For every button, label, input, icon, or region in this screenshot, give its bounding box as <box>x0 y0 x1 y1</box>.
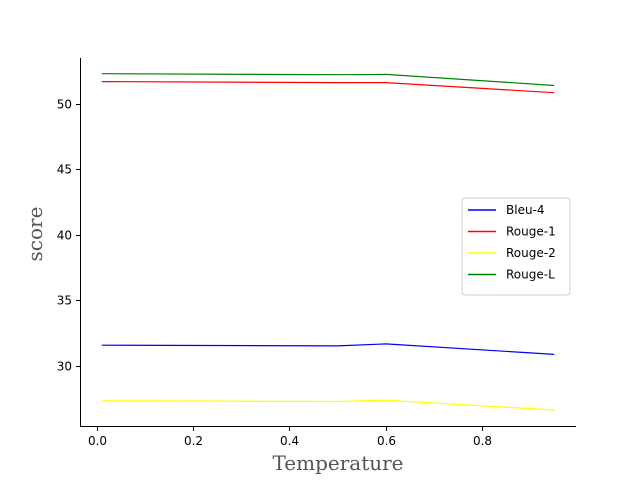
y-ticks: 30 35 40 45 50 <box>57 98 80 374</box>
y-tick-label: 30 <box>57 360 72 374</box>
legend-label-bleu-4: Bleu-4 <box>506 203 545 217</box>
x-tick-label: 0.4 <box>280 434 299 448</box>
legend: Bleu-4 Rouge-1 Rouge-2 Rouge-L <box>461 197 571 296</box>
axes <box>80 58 576 427</box>
x-axis-title: Temperature <box>272 451 403 475</box>
x-tick-label: 0.8 <box>473 434 492 448</box>
x-ticks: 0.0 0.2 0.4 0.6 0.8 <box>88 427 492 448</box>
y-tick-label: 45 <box>57 163 72 177</box>
legend-label-rouge-2: Rouge-2 <box>506 246 556 260</box>
y-tick-label: 35 <box>57 294 72 308</box>
y-tick-label: 40 <box>57 229 72 243</box>
legend-label-rouge-1: Rouge-1 <box>506 225 556 239</box>
series-line-rouge-l <box>101 73 555 87</box>
series-lines <box>101 73 555 411</box>
series-line-bleu-4 <box>101 343 555 355</box>
series-line-rouge-1 <box>101 81 555 94</box>
legend-frame <box>461 197 571 296</box>
x-tick-label: 0.0 <box>88 434 107 448</box>
x-tick-label: 0.6 <box>377 434 396 448</box>
y-axis-title: score <box>23 207 47 262</box>
x-tick-label: 0.2 <box>184 434 203 448</box>
legend-label-rouge-l: Rouge-L <box>506 268 555 282</box>
y-tick-label: 50 <box>57 98 72 112</box>
series-line-rouge-2 <box>101 399 555 411</box>
